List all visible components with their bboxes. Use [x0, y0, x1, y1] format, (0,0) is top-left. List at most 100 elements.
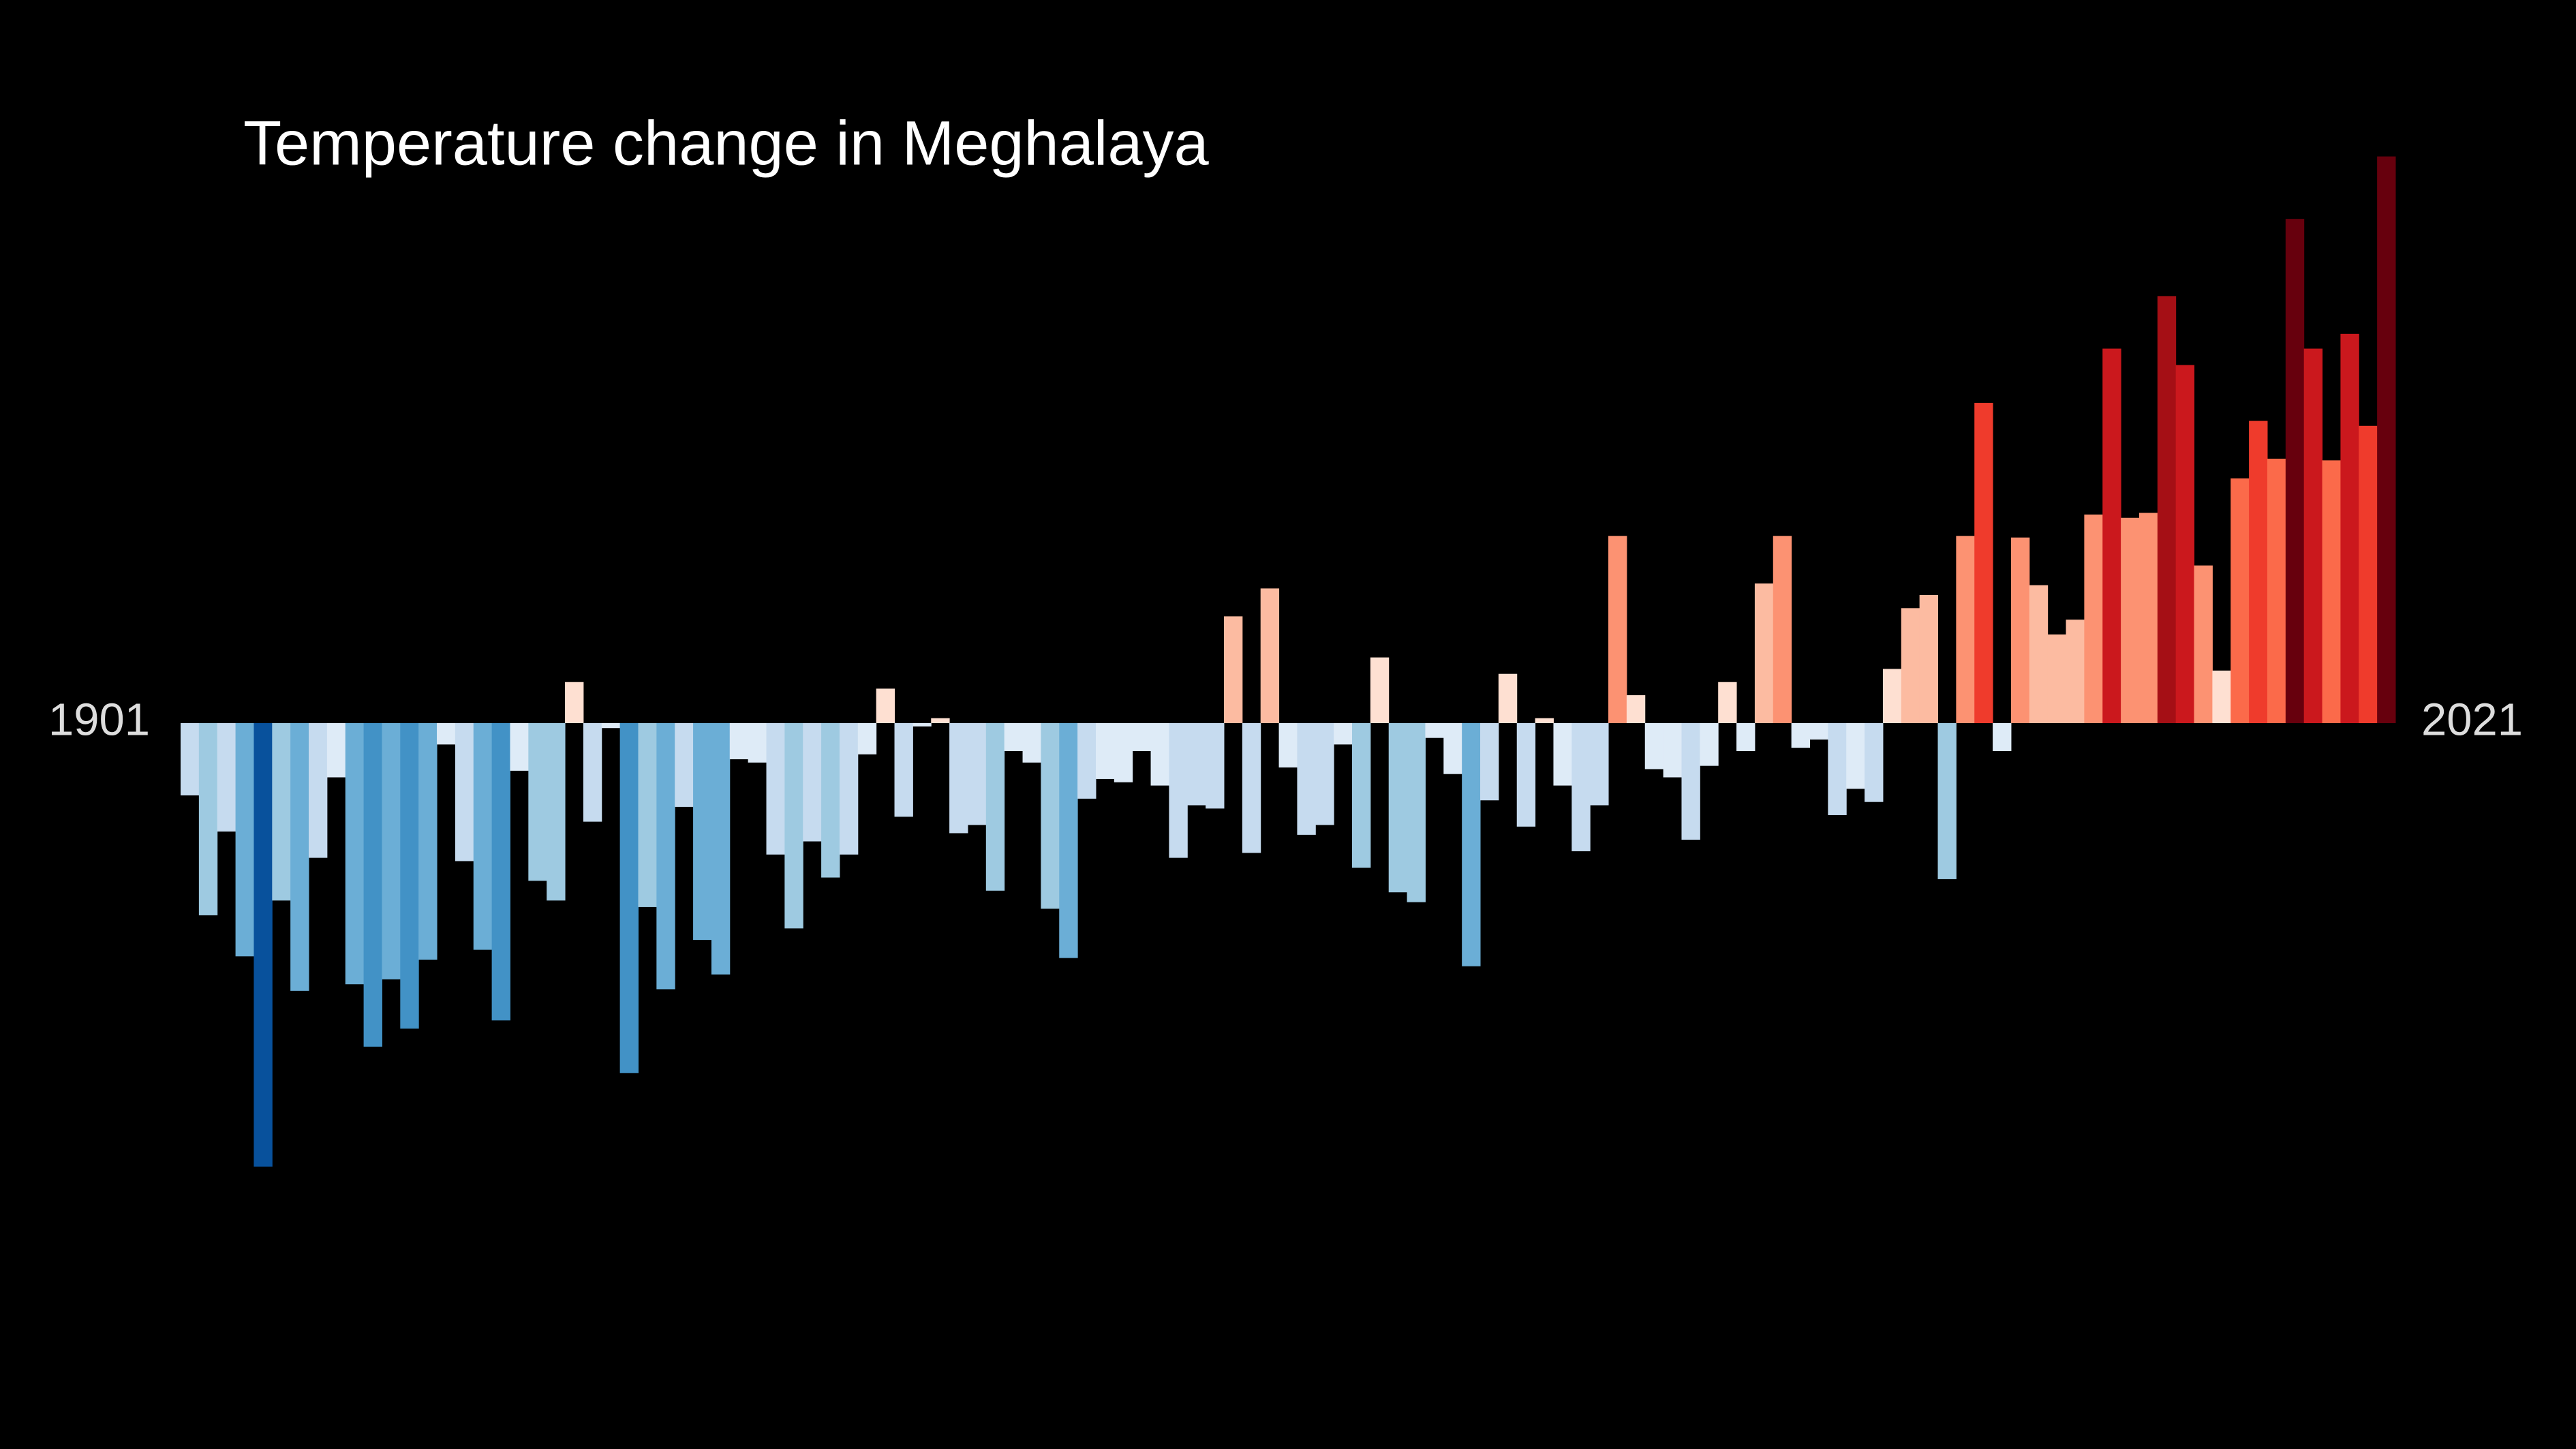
bar [1809, 723, 1828, 740]
bar [675, 723, 694, 807]
bar [1663, 723, 1682, 778]
bar [1370, 657, 1390, 723]
bar [437, 723, 456, 745]
bar [272, 723, 291, 901]
bar [1974, 403, 1993, 723]
bar [547, 723, 566, 901]
bar [510, 723, 529, 771]
bar [1132, 723, 1152, 751]
bar [2377, 156, 2396, 724]
bar [1462, 723, 1481, 966]
bar [803, 723, 822, 842]
bar [1443, 723, 1462, 774]
bar [1297, 723, 1316, 835]
bar [491, 723, 510, 1021]
bar [1626, 695, 1646, 723]
bar [1114, 723, 1133, 782]
bar [1937, 723, 1957, 879]
bar [2249, 421, 2268, 723]
bar [857, 723, 877, 754]
bar [2066, 620, 2085, 723]
bar [1608, 536, 1627, 723]
bar [821, 723, 840, 878]
bar [363, 723, 382, 1047]
bar [2157, 296, 2177, 723]
bar [583, 723, 602, 822]
bar [2175, 365, 2195, 723]
bar [2010, 537, 2030, 723]
bar [638, 723, 657, 907]
bar [198, 723, 218, 915]
bar [876, 688, 895, 723]
bar [2230, 478, 2250, 723]
bar [1206, 723, 1225, 809]
bar [1388, 723, 1408, 893]
bar [1919, 595, 1939, 723]
bar [2121, 517, 2140, 723]
bar [1901, 608, 1920, 723]
bar [2285, 219, 2305, 723]
bar [1553, 723, 1572, 786]
bar [1059, 723, 1078, 958]
bar [2322, 460, 2341, 723]
bar [565, 682, 584, 723]
bar [2340, 333, 2359, 724]
bar [2194, 565, 2213, 723]
bar [418, 723, 438, 960]
bar [601, 723, 621, 729]
bar [1882, 669, 1902, 723]
bar [1223, 616, 1243, 723]
bar [1956, 536, 1975, 723]
bar [290, 723, 309, 991]
bar [1718, 682, 1737, 723]
bar [2359, 425, 2378, 723]
bar [729, 723, 749, 760]
bar [1425, 723, 1444, 738]
bar [748, 723, 767, 763]
bar [181, 723, 200, 796]
bar [2138, 513, 2158, 723]
bar [326, 723, 346, 778]
bar [217, 723, 236, 832]
bar [455, 723, 474, 861]
bar [784, 723, 803, 929]
bar [1865, 723, 1884, 802]
bar [1681, 723, 1700, 840]
bar [1077, 723, 1097, 799]
bar [382, 723, 401, 979]
bar [766, 723, 785, 855]
bar [1571, 723, 1591, 851]
bar [1791, 723, 1810, 748]
bar [967, 723, 987, 825]
bar [1516, 723, 1536, 827]
bar [619, 723, 639, 1073]
bar [839, 723, 859, 855]
bar [931, 718, 950, 723]
end-year-label: 2021 [2421, 695, 2523, 746]
bar [1700, 723, 1719, 766]
chart-title: Temperature change in Meghalaya [243, 108, 1209, 178]
bar [2267, 458, 2286, 723]
bar [1041, 723, 1060, 909]
bar [693, 723, 712, 941]
bar [473, 723, 493, 950]
bar [656, 723, 675, 990]
bar [2212, 670, 2231, 723]
bar [1169, 723, 1188, 858]
bar [1334, 723, 1353, 745]
bar [1480, 723, 1499, 801]
bar [1736, 723, 1755, 751]
bar [528, 723, 547, 881]
bar [1993, 723, 2012, 751]
bar [2029, 585, 2049, 723]
bar [1590, 723, 1609, 806]
bar [1260, 588, 1280, 723]
start-year-label: 1901 [48, 695, 150, 746]
bar [2084, 514, 2103, 723]
bar [894, 723, 913, 817]
bar [1754, 583, 1774, 723]
bar [2102, 348, 2121, 723]
bar [913, 723, 932, 727]
bar [1004, 723, 1024, 751]
bar [1187, 723, 1206, 806]
